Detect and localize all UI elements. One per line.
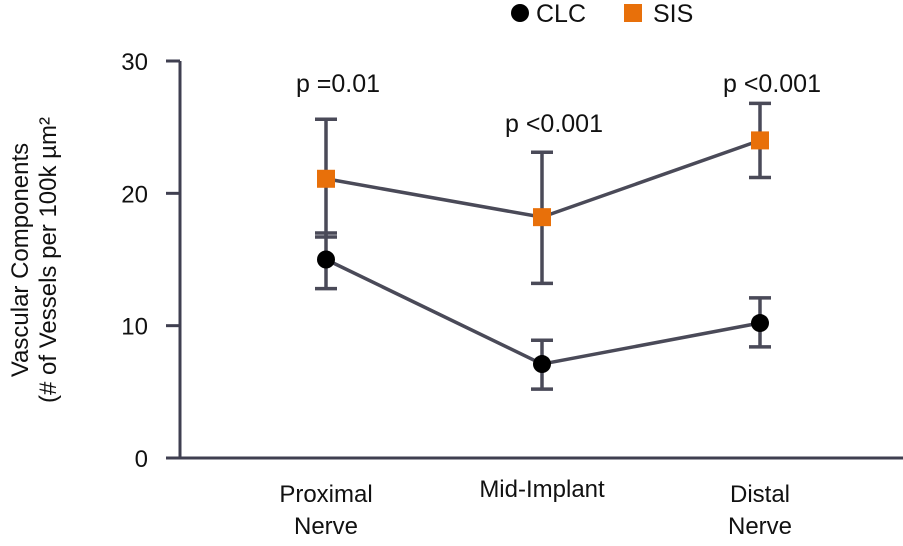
x-tick-label: Proximal xyxy=(279,481,372,508)
y-tick-label: 0 xyxy=(135,446,148,473)
axes: 0 10 20 30 Proximal Nerve Mid-Implant Distal Ner… xyxy=(121,49,903,540)
legend-item-sis: SIS xyxy=(624,0,693,28)
legend-label: CLC xyxy=(536,0,586,28)
data-point xyxy=(533,355,551,374)
p-value-annotation: p <0.001 xyxy=(505,110,603,138)
y-axis-label-line-1: Vascular Components xyxy=(7,143,34,377)
legend-marker xyxy=(511,4,529,22)
y-tick-label: 10 xyxy=(121,314,148,341)
y-axis-label-line-2: (# of Vessels per 100k µm² xyxy=(35,117,62,403)
legend: CLC SIS xyxy=(511,0,693,28)
data-point xyxy=(317,250,335,269)
legend-label: SIS xyxy=(653,0,693,28)
y-axis-label: Vascular Components (# of Vessels per 10… xyxy=(7,117,62,403)
p-value-annotation: p <0.001 xyxy=(723,70,821,98)
x-tick-label: Distal xyxy=(730,481,790,508)
series-sis xyxy=(315,101,771,286)
data-point xyxy=(751,131,769,150)
data-point xyxy=(533,208,551,227)
data-point xyxy=(751,314,769,333)
series-layer xyxy=(315,101,771,391)
legend-item-clc: CLC xyxy=(511,0,586,28)
y-tick-label: 20 xyxy=(121,181,148,208)
p-value-annotation: p =0.01 xyxy=(296,70,380,98)
x-tick-label: Nerve xyxy=(728,513,792,540)
data-point xyxy=(317,169,335,188)
series-clc xyxy=(315,231,771,391)
x-tick-label: Nerve xyxy=(294,513,358,540)
legend-marker xyxy=(624,4,642,22)
x-tick-label: Mid-Implant xyxy=(479,476,605,503)
y-tick-label: 30 xyxy=(121,49,148,76)
annotations: p =0.01 p <0.001 p <0.001 xyxy=(296,70,821,138)
